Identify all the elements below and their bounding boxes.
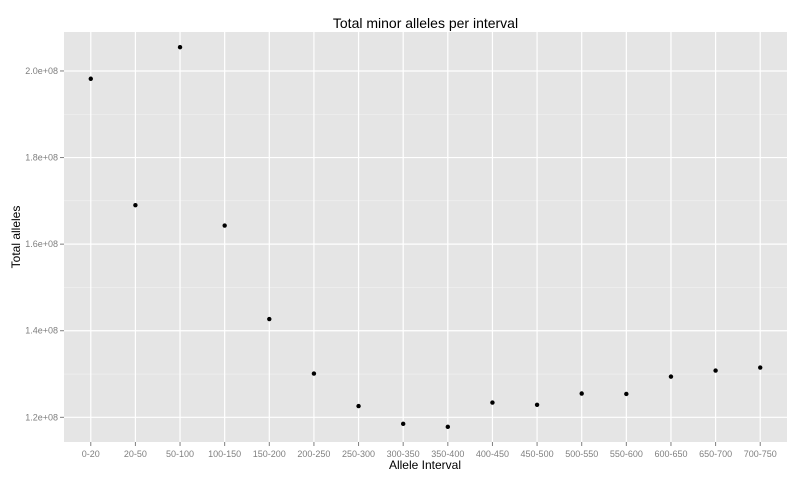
x-tick-label: 550-600 xyxy=(610,449,643,459)
y-tick-label: 1.6e+08 xyxy=(25,239,58,249)
x-tick-label: 350-400 xyxy=(431,449,464,459)
x-tick-label: 20-50 xyxy=(124,449,147,459)
data-point xyxy=(534,402,540,407)
data-point xyxy=(490,400,495,405)
x-tick-label: 600-650 xyxy=(654,449,687,459)
data-point xyxy=(400,421,406,427)
data-point xyxy=(713,368,718,373)
x-tick-label: 650-700 xyxy=(699,449,732,459)
x-axis-title: Allele Interval xyxy=(389,458,461,472)
x-tick-label: 250-300 xyxy=(342,449,375,459)
data-points xyxy=(88,44,763,430)
x-tick-label: 50-100 xyxy=(166,449,194,459)
x-tick-label: 100-150 xyxy=(208,449,241,459)
data-point xyxy=(267,316,272,322)
y-tick-label: 2.0e+08 xyxy=(25,66,58,76)
x-tick-label: 450-500 xyxy=(521,449,554,459)
data-point xyxy=(88,76,93,81)
data-point xyxy=(579,391,584,396)
chart-title: Total minor alleles per interval xyxy=(333,15,518,31)
data-point xyxy=(222,223,227,228)
data-point xyxy=(311,371,317,376)
data-point xyxy=(668,374,674,379)
data-point xyxy=(177,44,183,50)
x-tick-label: 200-250 xyxy=(297,449,330,459)
grid-lines xyxy=(64,32,787,442)
x-tick-label: 500-550 xyxy=(565,449,598,459)
data-point xyxy=(133,202,138,208)
x-tick-label: 700-750 xyxy=(744,449,777,459)
data-point xyxy=(624,391,629,397)
y-tick-label: 1.8e+08 xyxy=(25,153,58,163)
data-point xyxy=(758,365,763,370)
x-tick-label: 400-450 xyxy=(476,449,509,459)
y-tick-label: 1.4e+08 xyxy=(25,326,58,336)
y-tick-label: 1.2e+08 xyxy=(25,412,58,422)
data-point xyxy=(356,403,361,409)
data-point xyxy=(445,424,451,430)
y-axis-ticks: 1.2e+08 1.4e+08 1.6e+08 1.8e+08 2.0e+08 xyxy=(25,66,64,422)
x-tick-label: 0-20 xyxy=(82,449,100,459)
x-tick-label: 300-350 xyxy=(387,449,420,459)
y-axis-title: Total alleles xyxy=(9,206,23,269)
plot-panel xyxy=(64,32,787,442)
x-tick-label: 150-200 xyxy=(253,449,286,459)
x-axis-ticks: 0-20 20-50 50-100 100-150 150-200 200-250 250-… xyxy=(82,442,777,459)
